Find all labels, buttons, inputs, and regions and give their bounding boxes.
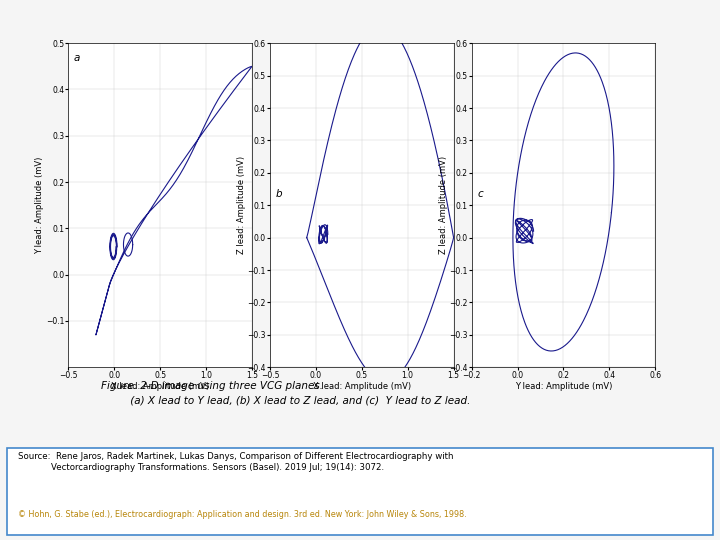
- Y-axis label: Z lead: Amplitude (mV): Z lead: Amplitude (mV): [237, 156, 246, 254]
- Text: (a) X lead to Y lead, (b) X lead to Z lead, and (c)  Y lead to Z lead.: (a) X lead to Y lead, (b) X lead to Z le…: [101, 395, 470, 406]
- Text: c: c: [477, 189, 483, 199]
- X-axis label: X lead: Amplitude (mV): X lead: Amplitude (mV): [312, 382, 411, 391]
- Y-axis label: Y lead: Amplitude (mV): Y lead: Amplitude (mV): [35, 157, 45, 254]
- X-axis label: Y lead: Amplitude (mV): Y lead: Amplitude (mV): [515, 382, 612, 391]
- Text: a: a: [74, 53, 81, 63]
- Text: b: b: [276, 189, 282, 199]
- Text: © Hohn, G. Stabe (ed.), Electrocardiograph: Application and design. 3rd ed. New : © Hohn, G. Stabe (ed.), Electrocardiogra…: [18, 510, 467, 519]
- Y-axis label: Z lead: Amplitude (mV): Z lead: Amplitude (mV): [438, 156, 448, 254]
- Text: Vectorcardiography Transformations. Sensors (Basel). 2019 Jul; 19(14): 3072.: Vectorcardiography Transformations. Sens…: [18, 463, 384, 472]
- Text: Source:  Rene Jaros, Radek Martinek, Lukas Danys, Comparison of Different Electr: Source: Rene Jaros, Radek Martinek, Luka…: [18, 452, 454, 461]
- Text: Figure. 2-D image using three VCG planes.: Figure. 2-D image using three VCG planes…: [101, 381, 323, 391]
- X-axis label: X lead: Amplitude (mV): X lead: Amplitude (mV): [111, 382, 210, 391]
